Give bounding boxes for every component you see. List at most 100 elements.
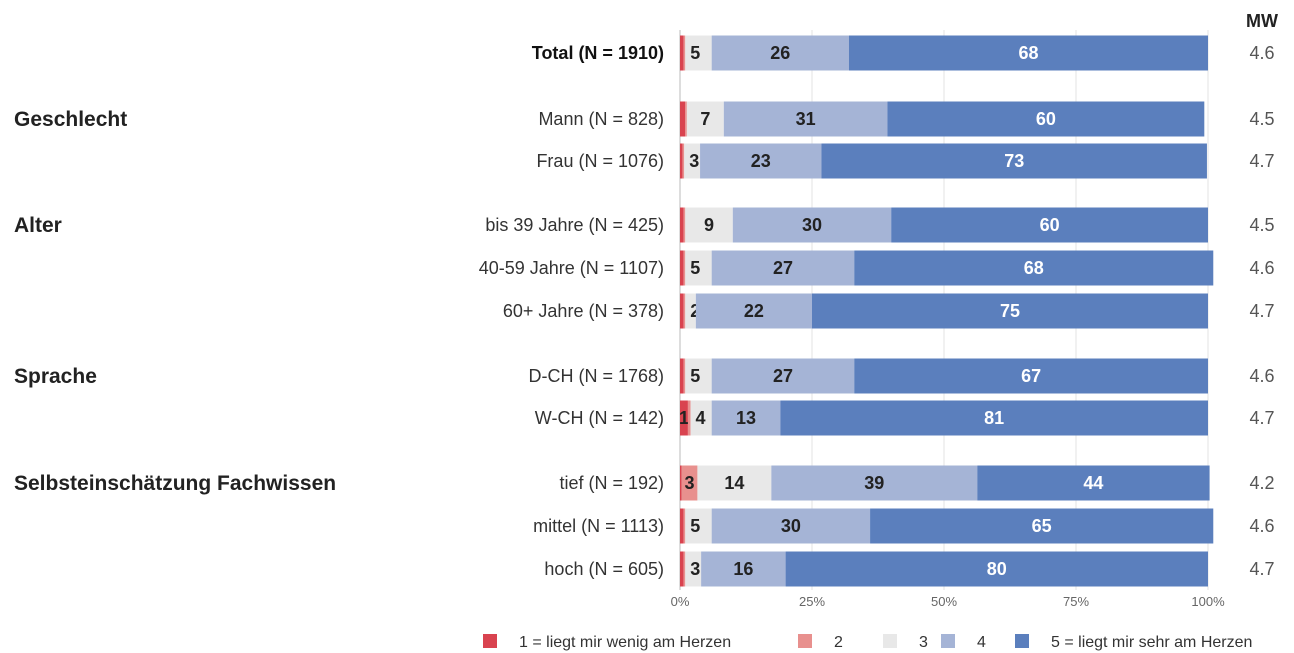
group-label: Geschlecht [14,108,127,131]
row-label: Frau (N = 1076) [536,151,664,171]
bar-segment [684,143,701,179]
segment-label: 68 [1018,43,1038,63]
segment-label: 81 [984,408,1004,428]
bar-segment [685,250,712,286]
bar-segment [685,101,687,137]
bar-segment [700,143,822,179]
segment-label: 67 [1021,366,1041,386]
x-tick-label: 100% [1191,594,1225,609]
segment-label: 27 [773,258,793,278]
bar-segment [683,293,686,329]
mean-value: 4.5 [1249,109,1274,129]
bar-segment [870,508,1214,544]
legend-swatch [1015,634,1029,648]
row-label: D-CH (N = 1768) [528,366,664,386]
bar-segment [683,207,686,243]
mean-value: 4.7 [1249,408,1274,428]
segment-label: 5 [690,43,700,63]
x-tick-label: 50% [931,594,957,609]
bar-segment [711,508,871,544]
row-label: W-CH (N = 142) [535,408,664,428]
segment-label: 16 [733,559,753,579]
mean-value: 4.6 [1249,366,1274,386]
legend-label: 4 [977,634,986,651]
row-label: mittel (N = 1113) [533,516,664,536]
bar-segment [680,143,683,179]
bar-segment [685,358,712,394]
segment-label: 39 [864,473,884,493]
segment-label: 73 [1004,151,1024,171]
bar-segment [854,358,1208,394]
row-label: bis 39 Jahre (N = 425) [485,215,664,235]
segment-label: 44 [1083,473,1103,493]
bar-segment [685,551,702,587]
row-label: 40-59 Jahre (N = 1107) [479,258,664,278]
segment-label: 60 [1036,109,1056,129]
bar-segment [683,508,686,544]
bar-segment [681,465,698,501]
bar-segment [848,35,1208,71]
bar-segment [887,101,1205,137]
legend-swatch [483,634,497,648]
bar-segment [711,400,781,436]
x-tick-label: 0% [671,594,690,609]
x-tick-label: 25% [799,594,825,609]
segment-label: 80 [987,559,1007,579]
segment-label: 22 [744,301,764,321]
mean-value: 4.6 [1249,258,1274,278]
bar-segment [732,207,892,243]
segment-label: 31 [796,109,816,129]
segment-label: 7 [700,109,710,129]
mean-value: 4.7 [1249,151,1274,171]
segment-label: 3 [684,473,694,493]
segment-label: 3 [690,559,700,579]
mean-value: 4.5 [1249,215,1274,235]
bar-segment [680,508,684,544]
segment-label: 14 [724,473,744,493]
segment-label: 23 [751,151,771,171]
segment-label: 27 [773,366,793,386]
bar-segment [685,207,733,243]
bar-segment [812,293,1208,329]
segment-label: 30 [802,215,822,235]
bar-segment [685,293,696,329]
bar-segment [701,551,786,587]
bar-segment [683,358,686,394]
bar-segment [711,250,855,286]
bar-segment [697,465,772,501]
row-label: Total (N = 1910) [532,43,664,63]
segment-label: 3 [689,151,699,171]
bar-segment [683,250,686,286]
row-label: 60+ Jahre (N = 378) [503,301,664,321]
legend-label: 3 [919,634,928,651]
bar-segment [680,358,684,394]
mean-header: MW [1246,11,1278,31]
bar-segment [683,551,686,587]
bar-segment [682,143,685,179]
segment-label: 5 [690,366,700,386]
segment-label: 5 [690,516,700,536]
bar-segment [891,207,1208,243]
segment-label: 30 [781,516,801,536]
segment-label: 9 [704,215,714,235]
legend-swatch [941,634,955,648]
bar-segment [680,465,682,501]
row-label: tief (N = 192) [559,473,664,493]
bar-segment [685,35,712,71]
bar-segment [821,143,1207,179]
segment-label: 75 [1000,301,1020,321]
bar-segment [690,400,712,436]
bar-segment [780,400,1208,436]
legend-swatch [883,634,897,648]
legend-label: 1 = liegt mir wenig am Herzen [519,634,731,651]
mean-value: 4.2 [1249,473,1274,493]
segment-label: 26 [770,43,790,63]
segment-label: 65 [1032,516,1052,536]
bar-segment [854,250,1214,286]
mean-value: 4.6 [1249,43,1274,63]
bar-segment [785,551,1208,587]
segment-label: 5 [690,258,700,278]
group-label: Selbsteinschätzung Fachwissen [14,472,336,495]
row-label: hoch (N = 605) [544,559,664,579]
